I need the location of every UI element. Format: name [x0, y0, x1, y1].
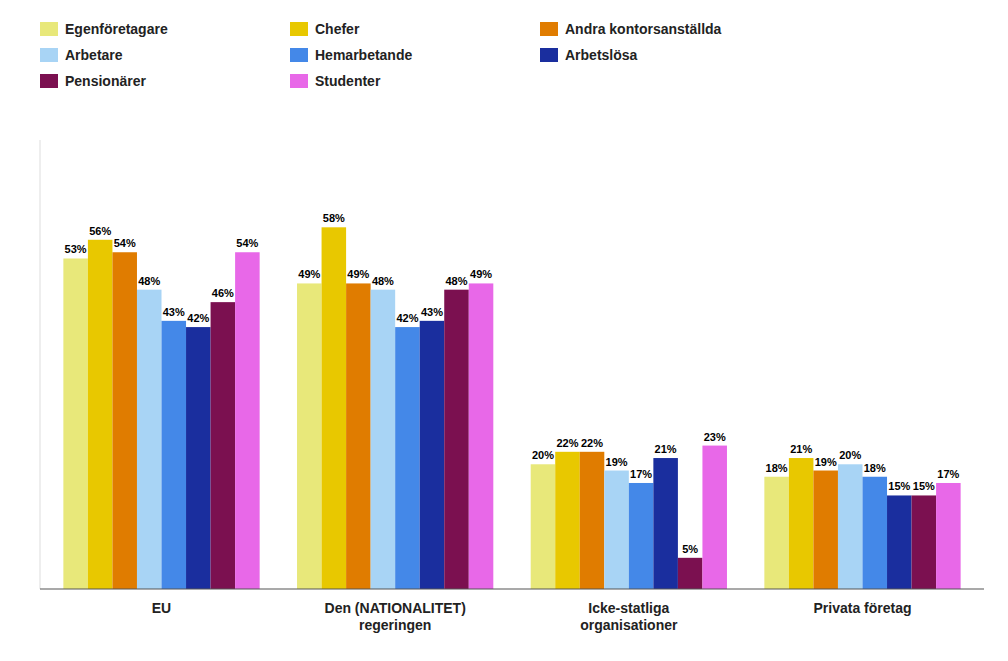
data-label: 15% [888, 480, 910, 492]
data-label: 53% [65, 243, 87, 255]
bar [322, 227, 347, 589]
data-label: 18% [864, 462, 886, 474]
data-label: 22% [556, 437, 578, 449]
data-labels: 53%49%20%18%56%58%22%21%54%49%22%19%48%4… [65, 212, 960, 555]
data-label: 15% [913, 480, 935, 492]
data-label: 58% [323, 212, 345, 224]
bar [63, 258, 88, 589]
bar [838, 464, 863, 589]
background [0, 0, 1008, 661]
bar [235, 252, 260, 589]
data-label: 48% [138, 275, 160, 287]
data-label: 48% [445, 275, 467, 287]
bar [629, 483, 654, 589]
data-label: 48% [372, 275, 394, 287]
legend-swatch [40, 22, 58, 36]
bar [112, 252, 137, 589]
bar [186, 327, 211, 589]
x-tick-label: Den (NATIONALITET)regeringen [325, 600, 466, 633]
bar [162, 321, 187, 589]
bar [764, 477, 789, 589]
x-axis [40, 588, 984, 589]
data-label: 56% [89, 225, 111, 237]
bar [555, 452, 580, 589]
x-tick-label: Privata företag [813, 600, 911, 616]
legend-swatch [540, 48, 558, 62]
legend-swatch [40, 48, 58, 62]
data-label: 19% [815, 456, 837, 468]
bar [580, 452, 605, 589]
x-tick-label: Icke-statligaorganisationer [580, 600, 678, 633]
bar [887, 495, 912, 589]
data-label: 18% [766, 462, 788, 474]
legend-swatch [290, 48, 308, 62]
bar [297, 283, 322, 589]
data-label: 5% [682, 543, 698, 555]
x-tick-labels: EU Den (NATIONALITET)regeringen Icke-statl… [152, 600, 912, 633]
legend-label: Arbetslösa [565, 47, 638, 63]
bar [604, 471, 629, 589]
data-label: 42% [187, 312, 209, 324]
legend-swatch [290, 22, 308, 36]
x-tick-label: EU [152, 600, 171, 616]
data-label: 49% [347, 268, 369, 280]
bar [88, 240, 113, 589]
data-label: 54% [114, 237, 136, 249]
bar [678, 558, 703, 589]
data-label: 17% [937, 468, 959, 480]
chart: Egenföretagare Chefer Andra kontorsanställ… [0, 0, 1008, 661]
bar [789, 458, 814, 589]
data-label: 49% [470, 268, 492, 280]
data-label: 46% [212, 287, 234, 299]
data-label: 21% [655, 443, 677, 455]
bar [862, 477, 887, 589]
data-label: 54% [236, 237, 258, 249]
bars [63, 227, 960, 589]
bar [936, 483, 961, 589]
data-label: 17% [630, 468, 652, 480]
data-label: 43% [421, 306, 443, 318]
bar [813, 471, 838, 589]
legend-label: Andra kontorsanställda [565, 21, 722, 37]
y-axis [40, 140, 41, 589]
legend: Egenföretagare Chefer Andra kontorsanställ… [40, 21, 722, 89]
data-label: 23% [704, 431, 726, 443]
data-label: 20% [839, 449, 861, 461]
bar [469, 283, 494, 589]
data-label: 49% [298, 268, 320, 280]
legend-swatch [540, 22, 558, 36]
data-label: 21% [790, 443, 812, 455]
legend-swatch [40, 74, 58, 88]
bar [346, 283, 371, 589]
legend-label: Studenter [315, 73, 381, 89]
bar [444, 290, 469, 589]
bar [371, 290, 396, 589]
bar [137, 290, 162, 589]
bar [420, 321, 445, 589]
bar [211, 302, 236, 589]
data-label: 42% [396, 312, 418, 324]
legend-label: Egenföretagare [65, 21, 168, 37]
chart-container: Egenföretagare Chefer Andra kontorsanställ… [0, 0, 1008, 661]
legend-swatch [290, 74, 308, 88]
data-label: 43% [163, 306, 185, 318]
legend-label: Arbetare [65, 47, 123, 63]
data-label: 22% [581, 437, 603, 449]
legend-label: Hemarbetande [315, 47, 412, 63]
legend-label: Chefer [315, 21, 360, 37]
bar [395, 327, 420, 589]
bar [653, 458, 678, 589]
data-label: 19% [606, 456, 628, 468]
data-label: 20% [532, 449, 554, 461]
bar [531, 464, 556, 589]
legend-label: Pensionärer [65, 73, 146, 89]
bar [702, 446, 727, 589]
bar [912, 495, 937, 589]
